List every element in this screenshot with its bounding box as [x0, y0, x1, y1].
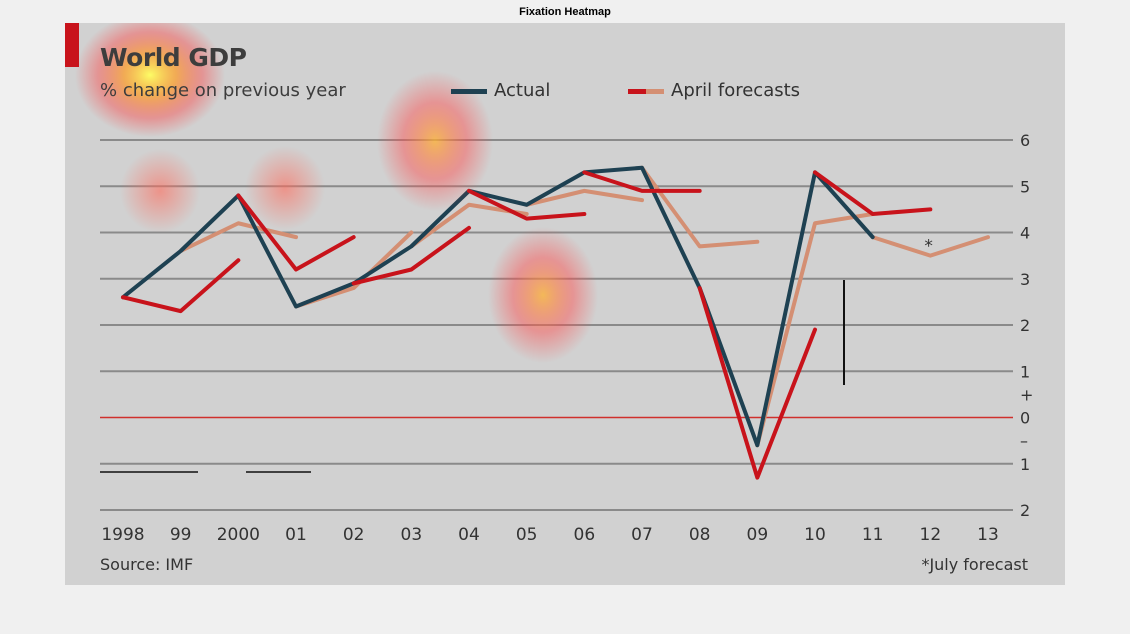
fixation-hotspot — [488, 227, 598, 363]
fixation-hotspot — [120, 149, 200, 233]
april-forecast-line — [813, 170, 933, 216]
footnote: *July forecast — [921, 555, 1028, 574]
x-tick-label: 04 — [458, 525, 480, 545]
y-tick-label: 4 — [1020, 224, 1030, 243]
april-forecast-line — [178, 221, 298, 253]
x-tick-label: 99 — [170, 525, 192, 545]
legend-swatch-forecast-tan — [646, 89, 664, 94]
heatmap-overlay — [75, 23, 598, 363]
april-forecast-line — [236, 193, 356, 272]
april-forecast-line — [121, 258, 241, 314]
april-forecast-line — [870, 235, 990, 258]
april-forecast-line — [697, 286, 817, 480]
legend-swatch-actual — [451, 89, 487, 94]
legend-label-actual: Actual — [494, 80, 551, 101]
footnote-marker: * — [924, 237, 933, 257]
fixation-hotspot — [75, 23, 225, 137]
y-tick-label: 0 — [1020, 409, 1030, 428]
y-tick-label: 1 — [1020, 455, 1030, 474]
y-tick-label: 3 — [1020, 270, 1030, 289]
figure-title: Fixation Heatmap — [519, 6, 611, 18]
x-tick-label: 06 — [574, 525, 596, 545]
x-tick-label: 07 — [631, 525, 653, 545]
x-tick-label: 1998 — [101, 525, 144, 545]
y-tick-label: 6 — [1020, 131, 1030, 150]
x-tick-label: 08 — [689, 525, 711, 545]
fixation-hotspot — [245, 146, 325, 230]
x-axis-ticks: 1998 99 2000 01 02 03 04 05 06 07 08 09 10 11 12 13 — [101, 525, 998, 545]
fixation-hotspot — [377, 71, 493, 211]
april-forecast-line — [467, 188, 587, 221]
accent-tab — [65, 23, 79, 67]
x-tick-label: 03 — [401, 525, 423, 545]
april-forecast-line — [640, 165, 760, 249]
x-tick-label: 02 — [343, 525, 365, 545]
y-tick-label: 1 — [1020, 362, 1030, 381]
x-tick-label: 12 — [920, 525, 942, 545]
x-tick-label: 01 — [285, 525, 307, 545]
y-sign-label: – — [1020, 432, 1028, 451]
x-tick-label: 05 — [516, 525, 538, 545]
legend-swatch-forecast-red — [628, 89, 646, 94]
y-tick-label: 2 — [1020, 501, 1030, 520]
chart-panel: 6 5 4 3 2 1 0 1 2 + – 1998 99 2000 01 02 03 04 05 06 07 08 09… — [65, 23, 1065, 585]
april-forecast-line — [294, 230, 414, 309]
series-lines — [121, 165, 990, 480]
actual-line — [121, 165, 875, 448]
april-forecast-line — [582, 170, 702, 193]
april-forecast-line — [524, 188, 644, 207]
april-forecast-line — [351, 225, 471, 286]
x-tick-label: 13 — [977, 525, 999, 545]
y-axis-ticks: 6 5 4 3 2 1 0 1 2 + – — [1020, 131, 1033, 520]
y-tick-label: 5 — [1020, 177, 1030, 196]
legend-label-forecasts: April forecasts — [671, 80, 801, 101]
x-tick-label: 10 — [804, 525, 826, 545]
x-tick-label: 09 — [747, 525, 769, 545]
x-tick-label: 11 — [862, 525, 884, 545]
y-tick-label: 2 — [1020, 316, 1030, 335]
chart-title: World GDP — [100, 43, 247, 72]
chart-subtitle: % change on previous year — [100, 80, 346, 101]
x-tick-label: 2000 — [217, 525, 260, 545]
source-note: Source: IMF — [100, 555, 194, 574]
y-sign-label: + — [1020, 385, 1033, 404]
